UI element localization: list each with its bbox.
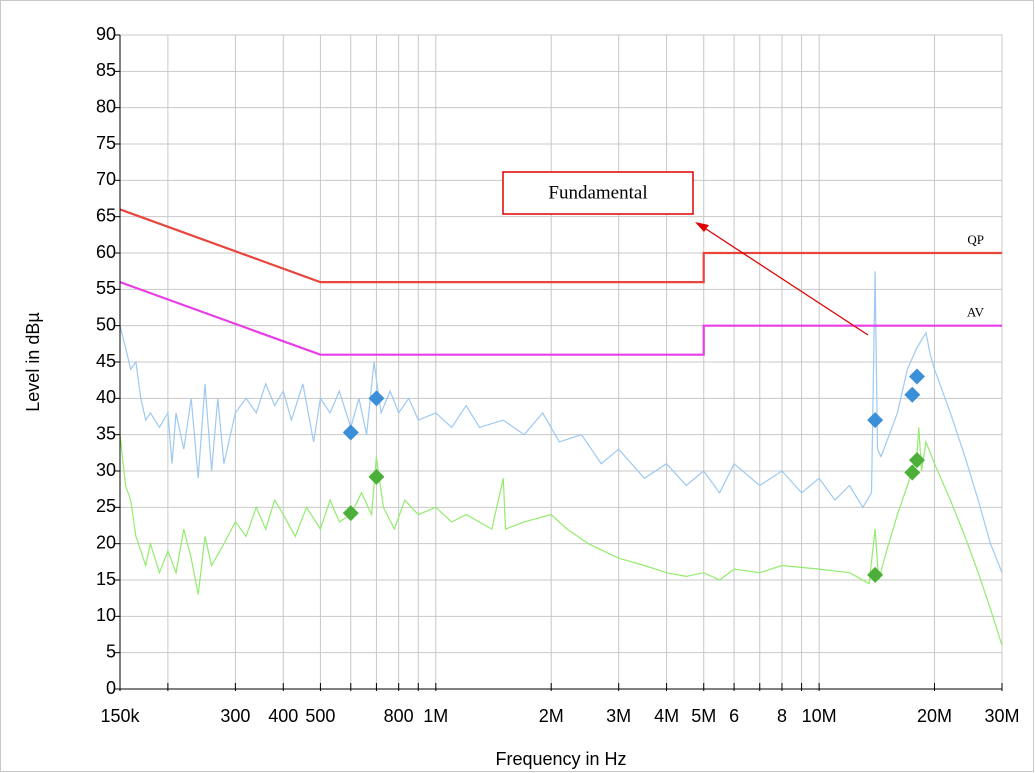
- x-tick-label: 6: [729, 706, 739, 726]
- marker: [908, 452, 925, 469]
- annotation-text: Fundamental: [548, 182, 647, 203]
- x-tick-label: 3M: [606, 706, 631, 726]
- y-tick-label: 0: [106, 678, 116, 698]
- x-tick-label: 150k: [100, 706, 140, 726]
- x-tick-label: 400: [268, 706, 298, 726]
- x-tick-label: 500: [305, 706, 335, 726]
- y-tick-label: 40: [96, 387, 116, 407]
- marker: [368, 468, 385, 485]
- marker: [904, 464, 921, 481]
- legend-label: AV: [967, 305, 985, 320]
- y-tick-label: 90: [96, 24, 116, 44]
- y-tick-label: 25: [96, 496, 116, 516]
- y-tick-label: 50: [96, 314, 116, 334]
- marker: [368, 390, 385, 407]
- plot: QP AV: [119, 208, 1003, 646]
- y-tick-label: 65: [96, 205, 116, 225]
- annotation-box: [502, 171, 694, 215]
- marker: [904, 386, 921, 403]
- y-tick-label: 30: [96, 460, 116, 480]
- marker: [342, 424, 359, 441]
- x-tick-label: 800: [384, 706, 414, 726]
- y-tick-label: 60: [96, 242, 116, 262]
- marker: [867, 412, 884, 429]
- series-line: [119, 271, 1003, 573]
- marker: [342, 505, 359, 522]
- y-tick-label: 10: [96, 605, 116, 625]
- grid: [119, 34, 1003, 690]
- marker: [908, 368, 925, 385]
- x-tick-label: 10M: [802, 706, 837, 726]
- arrow-head: [695, 222, 709, 232]
- x-axis-label: Frequency in Hz: [495, 749, 626, 769]
- y-axis-label: Level in dBµ: [23, 312, 43, 411]
- y-tick-label: 5: [106, 641, 116, 661]
- annotation-arrow: [702, 226, 869, 336]
- x-tick-label: 30M: [984, 706, 1019, 726]
- y-tick-label: 45: [96, 351, 116, 371]
- x-tick-label: 5M: [691, 706, 716, 726]
- series-line: [119, 208, 1002, 284]
- series-line: [119, 427, 1003, 646]
- y-tick-label: 70: [96, 169, 116, 189]
- y-tick-label: 80: [96, 96, 116, 116]
- x-tick-label: 8: [777, 706, 787, 726]
- y-tick-label: 20: [96, 532, 116, 552]
- y-tick-label: 85: [96, 60, 116, 80]
- y-tick-label: 75: [96, 133, 116, 153]
- marker: [867, 566, 884, 583]
- x-tick-label: 4M: [654, 706, 679, 726]
- x-tick-label: 300: [220, 706, 250, 726]
- x-tick-label: 20M: [917, 706, 952, 726]
- legend-label: QP: [967, 232, 984, 247]
- y-tick-label: 35: [96, 423, 116, 443]
- y-tick-label: 55: [96, 278, 116, 298]
- y-tick-label: 15: [96, 569, 116, 589]
- axes: 0 5 10 15 20 25 30 35 40 45 50 55 60 65 70 75 80 85 90 150k…: [96, 24, 1020, 726]
- series-line: [119, 281, 1002, 356]
- x-tick-label: 1M: [423, 706, 448, 726]
- x-tick-label: 2M: [539, 706, 564, 726]
